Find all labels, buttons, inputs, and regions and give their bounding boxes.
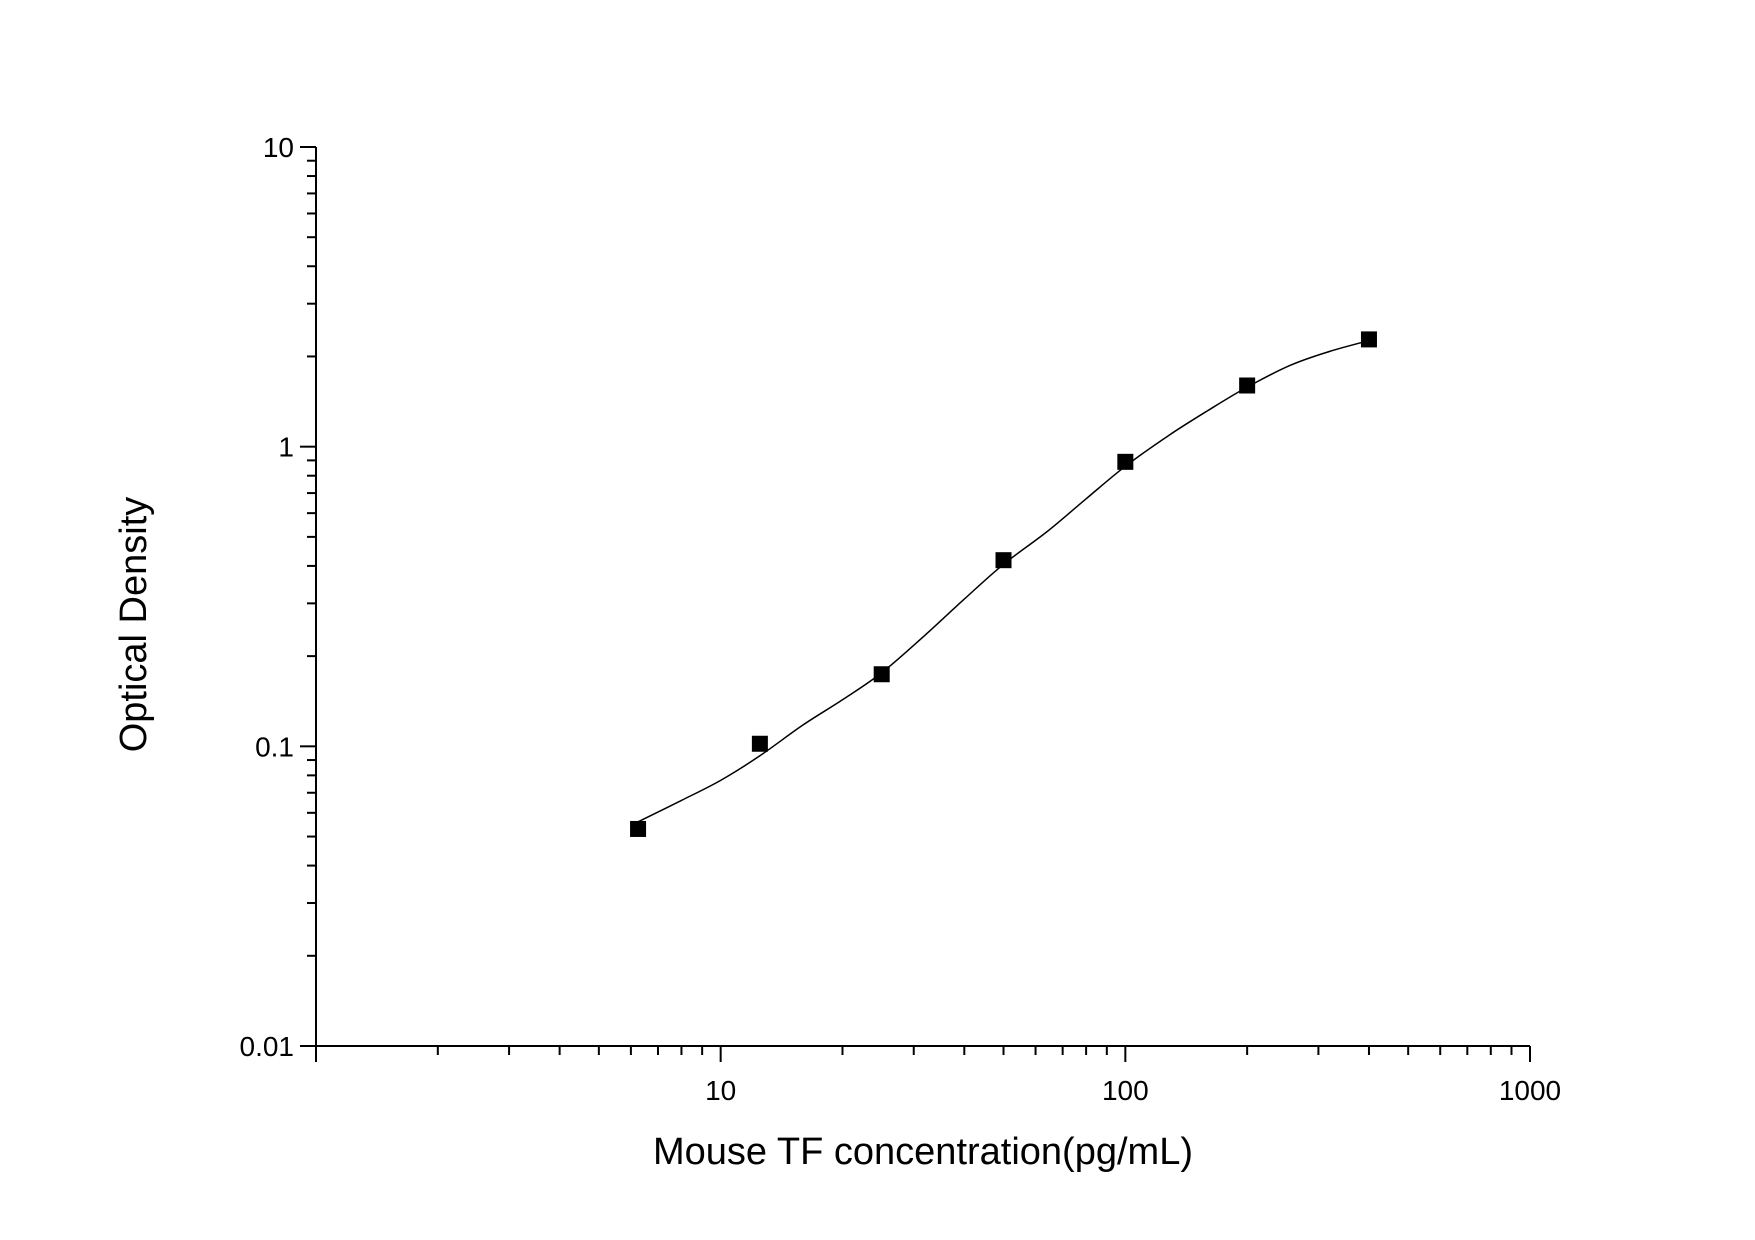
data-point (1117, 453, 1134, 470)
data-point (995, 552, 1012, 569)
x-tick-label: 10 (705, 1075, 736, 1106)
data-point (873, 666, 890, 683)
ticks (300, 146, 1531, 1062)
axes (315, 147, 1530, 1047)
x-tick-label: 100 (1102, 1075, 1149, 1106)
fit-curve (637, 339, 1370, 823)
data-point (751, 735, 768, 752)
fit-curve-group (637, 339, 1370, 823)
tick-labels: 10 100 1000 0.01 0.1 1 10 (240, 132, 1562, 1106)
data-point (1360, 331, 1377, 348)
y-tick-label: 1 (278, 432, 294, 463)
y-tick-label: 0.01 (240, 1031, 295, 1062)
x-tick-label: 1000 (1499, 1075, 1561, 1106)
y-tick-label: 10 (263, 132, 294, 163)
y-tick-label: 0.1 (255, 731, 294, 762)
data-point (630, 820, 647, 837)
data-points (630, 331, 1377, 837)
x-axis-title: Mouse TF concentration(pg/mL) (653, 1131, 1193, 1173)
data-point (1239, 377, 1256, 394)
y-axis-title: Optical Density (113, 497, 155, 753)
